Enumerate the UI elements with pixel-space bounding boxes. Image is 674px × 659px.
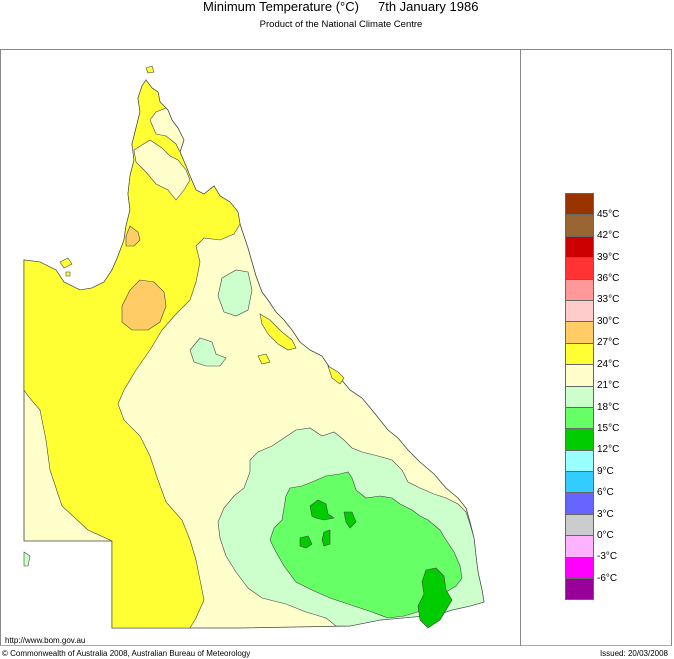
zone-21-24-cape [133,139,191,201]
zone-12-15-e [417,567,453,629]
legend-label: -3°C [597,551,618,562]
zone-27-30-large [121,279,167,331]
legend-swatch [565,214,594,236]
island-1 [145,65,155,74]
legend-label: 18°C [597,402,620,413]
zone-18-21-a [217,269,253,317]
legend-swatch [565,193,594,215]
zone-18-21-b [189,337,227,367]
legend-swatch [565,428,594,450]
legend-label: 6°C [597,487,614,498]
zone-18-21-west [23,551,31,567]
legend-label: 36°C [597,273,620,284]
issued-date: Issued: 20/03/2008 [599,649,668,658]
island-2 [59,257,73,269]
copyright-notice: © Commonwealth of Australia 2008, Austra… [2,649,251,658]
legend-swatch [565,342,594,365]
legend-label: -6°C [597,573,618,584]
zone-12-15-c [299,535,313,549]
legend-swatch [565,406,594,429]
legend-swatch [565,235,594,258]
legend-label: 9°C [597,466,614,477]
legend-swatch [565,578,594,601]
legend-label: 24°C [597,359,620,370]
legend-swatch [565,385,594,407]
zone-12-15-b [343,511,357,529]
title-date: 7th January 1986 [378,0,479,14]
zone-12-15-d [321,529,331,547]
legend-label: 42°C [597,230,620,241]
legend-label: 3°C [597,509,614,520]
legend-label: 27°C [597,337,620,348]
source-link[interactable]: http://www.bom.gov.au [5,636,86,645]
legend-swatch [565,556,594,579]
legend-label: 0°C [597,530,614,541]
legend-swatch [565,299,594,322]
legend-label: 39°C [597,252,620,263]
zone-27-30-small [125,225,141,247]
color-legend [565,193,594,601]
legend-swatch [565,535,594,557]
zone-24-27-west [23,79,241,629]
legend-label: 15°C [597,423,620,434]
zone-12-15-a [309,499,335,521]
temperature-map [23,65,485,629]
zone-24-27-coast [259,313,297,351]
legend-label: 30°C [597,316,620,327]
legend-swatch [565,257,594,279]
legend-swatch [565,278,594,300]
legend-swatch [565,449,594,472]
legend-swatch [565,513,594,536]
legend-label: 21°C [597,380,620,391]
legend-swatch [565,471,594,493]
island-3 [65,271,71,277]
subtitle: Product of the National Climate Centre [259,19,423,30]
chart-title: Minimum Temperature (°C) 7th January 198… [0,0,674,20]
legend-label: 33°C [597,294,620,305]
legend-swatch [565,364,594,386]
frame-divider [520,49,521,646]
zone-24-27-blob [257,353,271,365]
legend-label: 45°C [597,209,620,220]
legend-label: 12°C [597,444,620,455]
map-frame [0,49,672,646]
legend-swatch [565,321,594,343]
zone-24-27-coast2 [327,365,345,385]
legend-swatch [565,492,594,514]
title-text: Minimum Temperature (°C) [203,0,359,14]
